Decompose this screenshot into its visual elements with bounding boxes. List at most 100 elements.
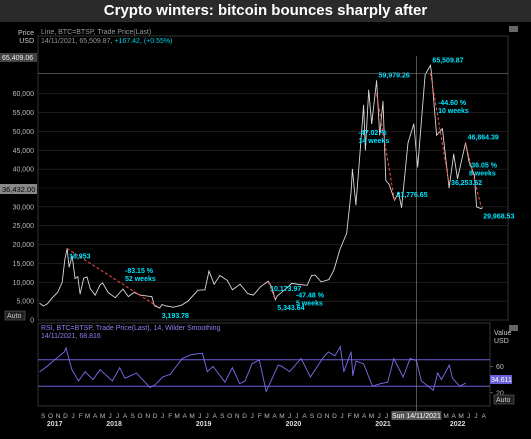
price-point — [442, 128, 443, 130]
x-year-label: 2017 — [47, 421, 63, 428]
annotation-line: 52 weeks — [125, 276, 156, 283]
price-point — [208, 270, 210, 272]
price-point — [360, 146, 361, 147]
price-legend-line2: 14/11/2021, 65,509.87, +167.42, (+0.55%) — [41, 38, 172, 45]
x-month-label: J — [467, 413, 470, 420]
price-series — [39, 64, 483, 309]
rsi-point — [162, 376, 164, 378]
x-month-label: M — [354, 413, 359, 420]
price-point — [252, 294, 254, 296]
annotation-label: 31,776.65 — [396, 192, 427, 199]
rsi-point — [181, 358, 183, 359]
x-month-label: D — [153, 413, 158, 420]
x-month-label: A — [272, 413, 277, 420]
annotation-label: 10,173.97 — [270, 286, 301, 293]
annotation-line: -36.05 % — [469, 162, 498, 169]
x-month-label: S — [41, 413, 46, 420]
rsi-point — [154, 384, 156, 386]
price-point — [311, 275, 312, 276]
price-point — [51, 297, 53, 299]
rsi-point — [54, 359, 56, 361]
price-point — [151, 296, 153, 298]
price-point — [473, 174, 475, 176]
price-point — [94, 294, 96, 296]
price-point — [153, 305, 155, 307]
price-point — [159, 307, 161, 309]
x-month-label: D — [242, 413, 247, 420]
x-month-label: A — [213, 413, 218, 420]
price-point — [350, 191, 352, 193]
price-point — [86, 276, 88, 278]
drawdown-trend-line — [429, 72, 450, 184]
price-point — [291, 283, 293, 284]
price-point — [398, 192, 399, 193]
annotation-line: 36,253.62 — [451, 180, 482, 187]
price-point — [260, 286, 261, 288]
price-y-axis: 05,00010,00015,00020,00025,00030,00035,0… — [13, 91, 35, 324]
price-point — [108, 292, 109, 294]
annotation-label: 5,343.64 — [277, 305, 304, 312]
price-point — [219, 275, 221, 276]
price-point — [247, 293, 249, 294]
price-point — [42, 305, 44, 307]
price-auto-button[interactable] — [4, 310, 26, 321]
x-month-label: S — [131, 413, 136, 420]
rsi-point — [350, 351, 352, 353]
top-value-tag: 65,409.06 — [2, 55, 33, 62]
rsi-point — [309, 376, 311, 378]
x-month-label: N — [145, 413, 150, 420]
rsi-point — [78, 380, 79, 382]
rsi-value-tag: 34.611 — [491, 377, 512, 384]
x-year-label: 2020 — [286, 421, 302, 428]
x-month-label: O — [227, 413, 232, 420]
x-month-label: F — [348, 413, 352, 420]
annotation-label: 46,864.39 — [468, 135, 499, 142]
price-point — [39, 303, 41, 304]
price-point — [401, 207, 402, 209]
x-month-label: N — [235, 413, 240, 420]
price-panel-menu-icon[interactable] — [509, 26, 518, 32]
annotation-line: 65,509.87 — [432, 57, 463, 64]
price-point — [64, 259, 66, 261]
rsi-axis-title: Value — [494, 330, 511, 337]
price-point — [187, 300, 189, 302]
drawdown-trend-line — [465, 143, 482, 208]
x-month-label: N — [325, 413, 330, 420]
rsi-point — [71, 369, 73, 371]
rsi-point — [46, 366, 48, 367]
x-month-label: M — [85, 413, 90, 420]
price-point — [333, 269, 335, 271]
rsi-point — [39, 371, 41, 373]
rsi-axis-unit: USD — [494, 338, 509, 345]
current-value-tag-box — [0, 184, 37, 194]
rsi-point — [99, 369, 101, 371]
price-point — [57, 292, 59, 293]
price-legend-value: 14/11/2021, 65,509.87, — [41, 38, 113, 45]
annotation-label: 3,193.78 — [162, 313, 189, 320]
rsi-point — [459, 385, 461, 387]
annotation-label: -47.48 % 5 weeks — [296, 292, 325, 307]
rsi-point — [334, 355, 336, 357]
rsi-auto-button[interactable] — [493, 394, 515, 405]
price-y-tick-label: 50,000 — [13, 129, 35, 136]
x-month-label: J — [295, 413, 298, 420]
x-month-label: A — [183, 413, 188, 420]
x-month-label: J — [474, 413, 477, 420]
price-point — [197, 289, 199, 291]
price-point — [213, 283, 215, 285]
rsi-point — [265, 391, 267, 392]
price-point — [448, 187, 450, 189]
price-point — [364, 149, 366, 151]
chart-title: Crypto winters: bitcoin bounces sharply … — [0, 0, 531, 22]
x-month-label: S — [310, 413, 315, 420]
rsi-panel-menu-icon[interactable] — [509, 325, 518, 331]
price-y-tick-label: 40,000 — [13, 167, 35, 174]
annotation-line: 14 weeks — [358, 138, 389, 145]
rsi-point — [191, 354, 193, 355]
x-month-label: J — [251, 413, 254, 420]
annotation-line: 29,968.53 — [483, 214, 514, 221]
price-point — [147, 295, 149, 297]
x-month-label: J — [340, 413, 343, 420]
rsi-point — [206, 371, 208, 373]
rsi-point — [402, 376, 404, 378]
